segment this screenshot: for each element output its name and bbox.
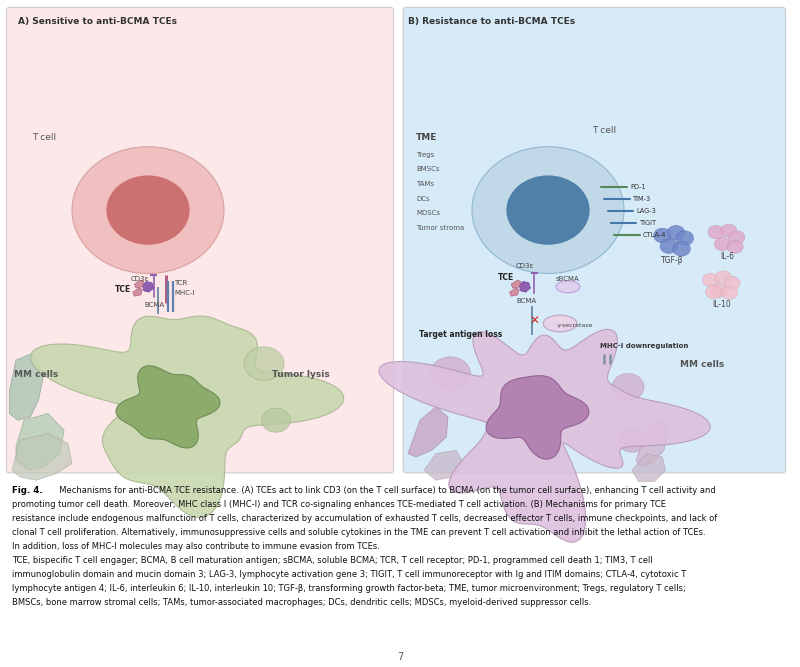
Circle shape — [667, 225, 685, 240]
FancyBboxPatch shape — [6, 7, 394, 473]
Circle shape — [729, 231, 745, 244]
Polygon shape — [142, 281, 154, 292]
Ellipse shape — [556, 281, 580, 293]
Text: BCMA: BCMA — [144, 302, 164, 307]
Polygon shape — [10, 354, 44, 420]
Circle shape — [702, 273, 718, 287]
Text: CTLA-4: CTLA-4 — [643, 232, 666, 237]
Text: TAMs: TAMs — [416, 181, 434, 187]
Polygon shape — [30, 316, 344, 518]
Circle shape — [244, 347, 284, 380]
Polygon shape — [632, 454, 666, 482]
Polygon shape — [133, 288, 142, 296]
Text: PD-1: PD-1 — [630, 184, 646, 189]
Text: MM cells: MM cells — [680, 360, 724, 369]
Text: T cell: T cell — [32, 133, 56, 142]
Polygon shape — [134, 280, 144, 288]
Text: CD3ε: CD3ε — [516, 263, 534, 269]
Circle shape — [262, 408, 290, 432]
Circle shape — [706, 285, 722, 299]
FancyBboxPatch shape — [403, 7, 786, 473]
Text: Tregs: Tregs — [416, 152, 434, 157]
Circle shape — [721, 224, 737, 237]
Polygon shape — [424, 450, 464, 480]
Text: TIGIT: TIGIT — [640, 220, 657, 225]
Circle shape — [506, 175, 590, 245]
Text: immunoglobulin domain and mucin domain 3; LAG-3, lymphocyte activation gene 3; T: immunoglobulin domain and mucin domain 3… — [12, 570, 686, 578]
Text: MHC-I: MHC-I — [174, 290, 195, 295]
Polygon shape — [116, 366, 220, 448]
Text: TIM-3: TIM-3 — [634, 196, 651, 201]
Text: B) Resistance to anti-BCMA TCEs: B) Resistance to anti-BCMA TCEs — [408, 17, 575, 25]
Text: ✕: ✕ — [530, 315, 539, 328]
Text: TCE, bispecific T cell engager; BCMA, B cell maturation antigen; sBCMA, soluble : TCE, bispecific T cell engager; BCMA, B … — [12, 556, 653, 564]
Circle shape — [722, 286, 738, 299]
Ellipse shape — [543, 315, 577, 331]
Text: In addition, loss of MHC-I molecules may also contribute to immune evasion from : In addition, loss of MHC-I molecules may… — [12, 542, 380, 550]
Text: A) Sensitive to anti-BCMA TCEs: A) Sensitive to anti-BCMA TCEs — [18, 17, 177, 25]
Circle shape — [708, 225, 724, 239]
Text: TGF-β: TGF-β — [661, 257, 683, 265]
Circle shape — [618, 428, 646, 452]
Circle shape — [714, 237, 730, 251]
Text: IL-10: IL-10 — [712, 300, 731, 309]
Text: clonal T cell proliferation. Alternatively, immunosuppressive cells and soluble : clonal T cell proliferation. Alternative… — [12, 528, 706, 536]
Text: Tumor stroma: Tumor stroma — [416, 225, 464, 231]
Circle shape — [673, 241, 690, 256]
Text: TCE: TCE — [114, 285, 130, 294]
Circle shape — [727, 240, 743, 253]
Polygon shape — [636, 420, 668, 467]
Polygon shape — [16, 414, 64, 470]
Circle shape — [472, 147, 624, 273]
Text: BCMA: BCMA — [516, 299, 536, 304]
Text: resistance include endogenous malfunction of T cells, characterized by accumulat: resistance include endogenous malfunctio… — [12, 514, 718, 522]
Text: promoting tumor cell death. Moreover, MHC class I (MHC-I) and TCR co-signaling e: promoting tumor cell death. Moreover, MH… — [12, 500, 666, 508]
Circle shape — [660, 239, 678, 253]
Text: TCE: TCE — [498, 273, 514, 282]
Text: lymphocyte antigen 4; IL-6, interleukin 6; IL-10, interleukin 10; TGF-β, transfo: lymphocyte antigen 4; IL-6, interleukin … — [12, 584, 686, 592]
Text: TME: TME — [416, 133, 438, 142]
Polygon shape — [510, 288, 519, 296]
Text: MDSCs: MDSCs — [416, 211, 440, 216]
Text: Target antigen loss: Target antigen loss — [419, 330, 502, 339]
Circle shape — [612, 374, 644, 400]
Text: Tumor lysis: Tumor lysis — [272, 370, 330, 379]
Circle shape — [72, 147, 224, 273]
Circle shape — [715, 271, 731, 284]
Text: T cell: T cell — [592, 127, 616, 135]
Text: TCR: TCR — [174, 281, 188, 286]
Circle shape — [710, 284, 726, 297]
Polygon shape — [511, 280, 521, 288]
Circle shape — [724, 276, 740, 289]
Text: γ-secretase: γ-secretase — [557, 323, 594, 327]
Text: BMSCs, bone marrow stromal cells; TAMs, tumor-associated macrophages; DCs, dendr: BMSCs, bone marrow stromal cells; TAMs, … — [12, 598, 591, 606]
Circle shape — [676, 231, 694, 245]
Text: sBCMA: sBCMA — [556, 277, 580, 282]
Text: LAG-3: LAG-3 — [637, 208, 656, 213]
Text: BMSCs: BMSCs — [416, 167, 439, 172]
Circle shape — [106, 175, 190, 245]
Polygon shape — [408, 407, 448, 457]
Text: CD3ε: CD3ε — [130, 277, 149, 282]
Polygon shape — [519, 281, 530, 292]
Text: MM cells: MM cells — [14, 370, 58, 379]
Polygon shape — [12, 434, 72, 480]
Text: Fig. 4.: Fig. 4. — [12, 486, 42, 494]
Text: 7: 7 — [397, 652, 403, 662]
Polygon shape — [486, 376, 589, 459]
Polygon shape — [379, 329, 710, 542]
Text: MHC-I downregulation: MHC-I downregulation — [600, 344, 688, 349]
Text: IL-6: IL-6 — [720, 252, 734, 261]
Text: DCs: DCs — [416, 196, 430, 201]
Circle shape — [430, 357, 470, 390]
Circle shape — [654, 228, 671, 243]
Text: Mechanisms for anti-BCMA TCE resistance. (A) TCEs act to link CD3 (on the T cell: Mechanisms for anti-BCMA TCE resistance.… — [54, 486, 715, 494]
